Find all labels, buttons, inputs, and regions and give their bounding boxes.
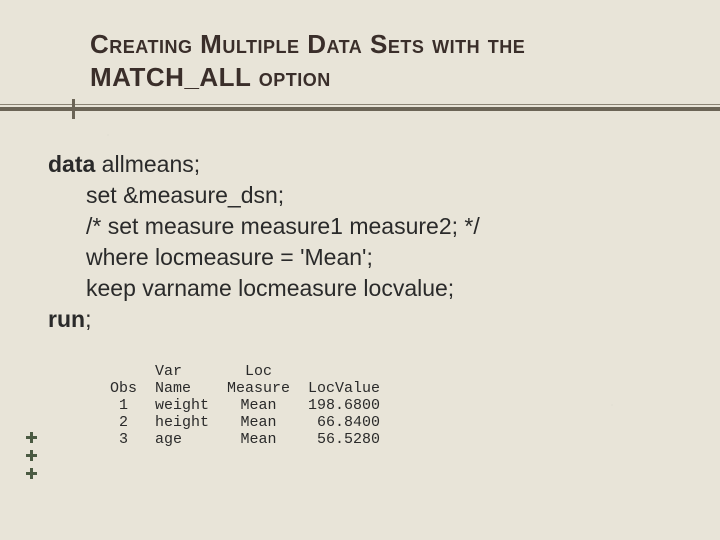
keyword-run: run (48, 306, 85, 332)
code-block: data allmeans; set &measure_dsn; /* set … (0, 117, 720, 345)
slide-title-block: Creating Multiple Data Sets with the MAT… (0, 0, 720, 101)
col-header: Name (155, 380, 227, 397)
code-line: keep varname locmeasure locvalue; (48, 273, 680, 304)
col-header: LocValue (308, 380, 398, 397)
code-line: run; (48, 304, 680, 335)
title-rule (0, 103, 720, 117)
slide-title-line1: Creating Multiple Data Sets with the (90, 28, 720, 61)
bullet-icon (26, 468, 37, 479)
code-line: data allmeans; (48, 149, 680, 180)
keyword-data: data (48, 151, 95, 177)
table-row: 2 height Mean 66.8400 (110, 414, 398, 431)
output-table: Var Loc Obs Name Measure LocValue 1 weig… (0, 345, 720, 448)
table-row: 1 weight Mean 198.6800 (110, 397, 398, 414)
code-line: set &measure_dsn; (48, 180, 680, 211)
col-header: Loc (227, 363, 308, 380)
col-header: Var (155, 363, 227, 380)
bullet-icon (26, 450, 37, 461)
bullet-decor (26, 432, 37, 486)
slide-title-line2: MATCH_ALL option (90, 61, 720, 94)
table-row: 3 age Mean 56.5280 (110, 431, 398, 448)
table-header-row: Var Loc (110, 363, 398, 380)
code-line: /* set measure measure1 measure2; */ (48, 211, 680, 242)
table-header-row: Obs Name Measure LocValue (110, 380, 398, 397)
col-header: Measure (227, 380, 308, 397)
col-header: Obs (110, 380, 155, 397)
bullet-icon (26, 432, 37, 443)
code-line: where locmeasure = 'Mean'; (48, 242, 680, 273)
